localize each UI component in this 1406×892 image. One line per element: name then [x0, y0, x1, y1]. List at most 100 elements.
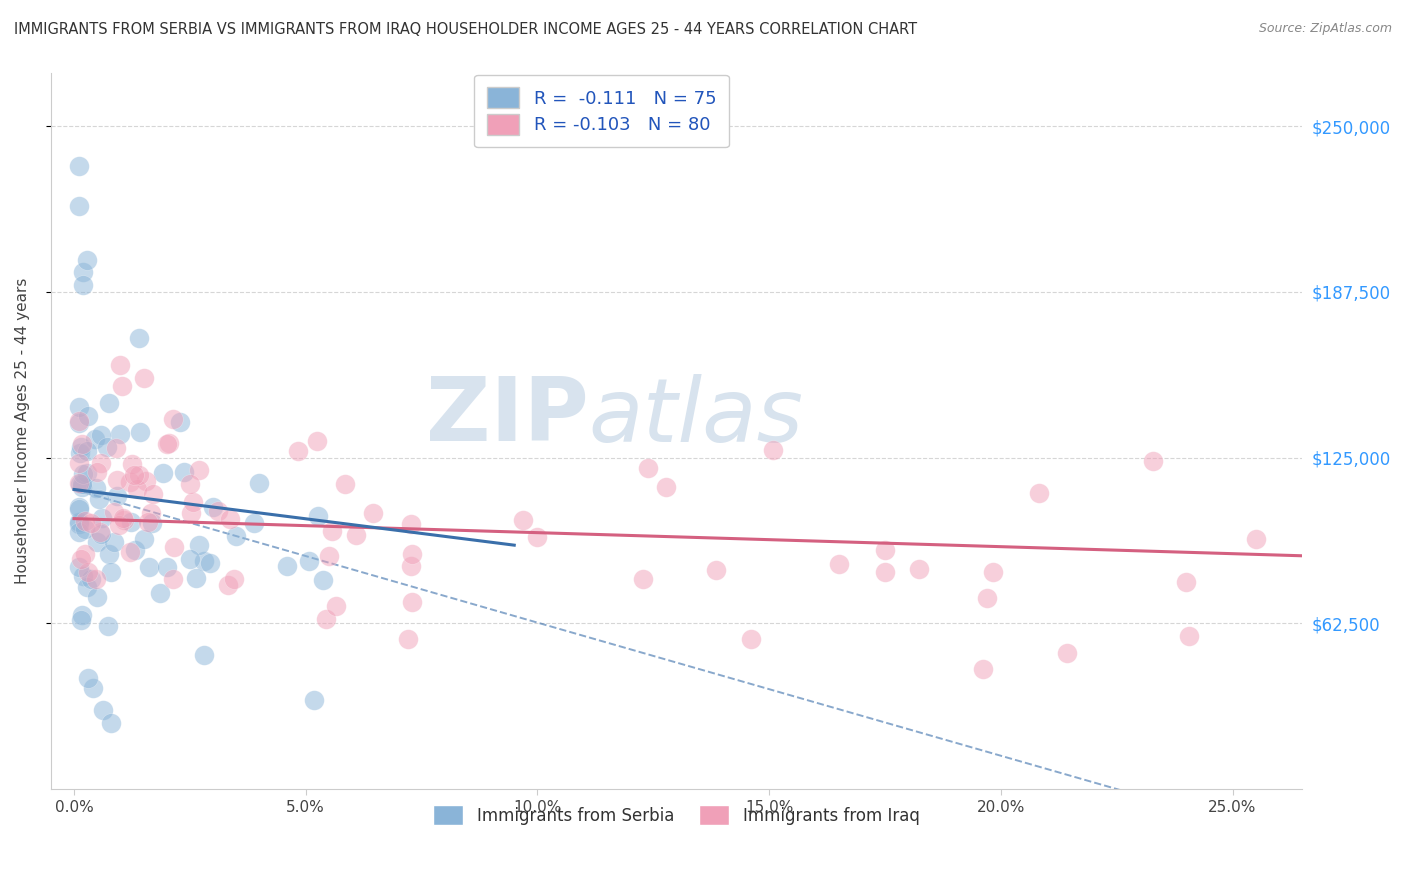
- Point: [132, 371, 155, 385]
- Point: [89, 492, 111, 507]
- Point: [80, 572, 103, 586]
- Point: [69, 446, 91, 460]
- Text: atlas: atlas: [589, 374, 804, 459]
- Point: [344, 528, 367, 542]
- Point: [72, 607, 94, 622]
- Point: [219, 512, 242, 526]
- Point: [98, 396, 121, 410]
- Point: [243, 516, 266, 530]
- Point: [91, 703, 114, 717]
- Point: [333, 477, 356, 491]
- Point: [138, 560, 160, 574]
- Point: [76, 409, 98, 423]
- Point: [704, 563, 727, 577]
- Point: [110, 358, 132, 372]
- Point: [401, 517, 423, 532]
- Point: [122, 467, 145, 482]
- Point: [70, 440, 93, 454]
- Point: [67, 400, 90, 414]
- Point: [363, 506, 385, 520]
- Text: IMMIGRANTS FROM SERBIA VS IMMIGRANTS FROM IRAQ HOUSEHOLDER INCOME AGES 25 - 44 Y: IMMIGRANTS FROM SERBIA VS IMMIGRANTS FRO…: [14, 22, 917, 37]
- Point: [84, 481, 107, 495]
- Point: [129, 425, 152, 439]
- Point: [77, 671, 100, 685]
- Point: [118, 545, 141, 559]
- Point: [120, 516, 142, 530]
- Point: [70, 480, 93, 494]
- Point: [121, 457, 143, 471]
- Point: [156, 559, 179, 574]
- Point: [90, 527, 112, 541]
- Point: [75, 522, 97, 536]
- Point: [1178, 630, 1201, 644]
- Point: [67, 456, 90, 470]
- Point: [526, 530, 548, 544]
- Point: [97, 619, 120, 633]
- Point: [125, 482, 148, 496]
- Point: [100, 565, 122, 579]
- Point: [156, 437, 179, 451]
- Point: [100, 715, 122, 730]
- Point: [1056, 646, 1078, 660]
- Point: [67, 524, 90, 539]
- Point: [103, 505, 125, 519]
- Point: [184, 571, 207, 585]
- Point: [873, 565, 896, 579]
- Point: [740, 632, 762, 647]
- Point: [247, 475, 270, 490]
- Point: [76, 252, 98, 267]
- Point: [298, 554, 321, 568]
- Point: [67, 475, 90, 490]
- Point: [112, 511, 135, 525]
- Point: [141, 516, 163, 530]
- Point: [90, 456, 112, 470]
- Point: [70, 436, 93, 450]
- Point: [89, 524, 111, 539]
- Point: [112, 513, 135, 527]
- Point: [163, 540, 186, 554]
- Point: [173, 465, 195, 479]
- Point: [67, 501, 90, 516]
- Point: [1246, 532, 1268, 546]
- Point: [976, 591, 998, 605]
- Point: [304, 692, 326, 706]
- Point: [655, 480, 678, 494]
- Point: [181, 495, 204, 509]
- Point: [84, 433, 107, 447]
- Point: [82, 681, 104, 696]
- Point: [70, 476, 93, 491]
- Point: [152, 467, 174, 481]
- Point: [108, 427, 131, 442]
- Point: [762, 442, 785, 457]
- Point: [67, 560, 90, 574]
- Point: [307, 434, 329, 448]
- Point: [118, 475, 141, 490]
- Point: [188, 538, 211, 552]
- Point: [128, 331, 150, 345]
- Point: [827, 557, 849, 571]
- Point: [76, 466, 98, 480]
- Point: [70, 613, 93, 627]
- Point: [193, 554, 215, 568]
- Point: [76, 444, 98, 458]
- Point: [76, 581, 98, 595]
- Point: [142, 487, 165, 501]
- Point: [162, 572, 184, 586]
- Point: [981, 566, 1004, 580]
- Point: [104, 441, 127, 455]
- Point: [75, 547, 97, 561]
- Point: [73, 514, 96, 528]
- Point: [86, 591, 108, 605]
- Point: [225, 529, 247, 543]
- Point: [179, 477, 201, 491]
- Point: [198, 557, 221, 571]
- Point: [72, 569, 94, 583]
- Point: [79, 516, 101, 530]
- Point: [69, 552, 91, 566]
- Y-axis label: Householder Income Ages 25 - 44 years: Householder Income Ages 25 - 44 years: [15, 278, 30, 584]
- Point: [96, 440, 118, 454]
- Point: [149, 586, 172, 600]
- Point: [401, 547, 423, 561]
- Point: [157, 436, 180, 450]
- Point: [179, 552, 201, 566]
